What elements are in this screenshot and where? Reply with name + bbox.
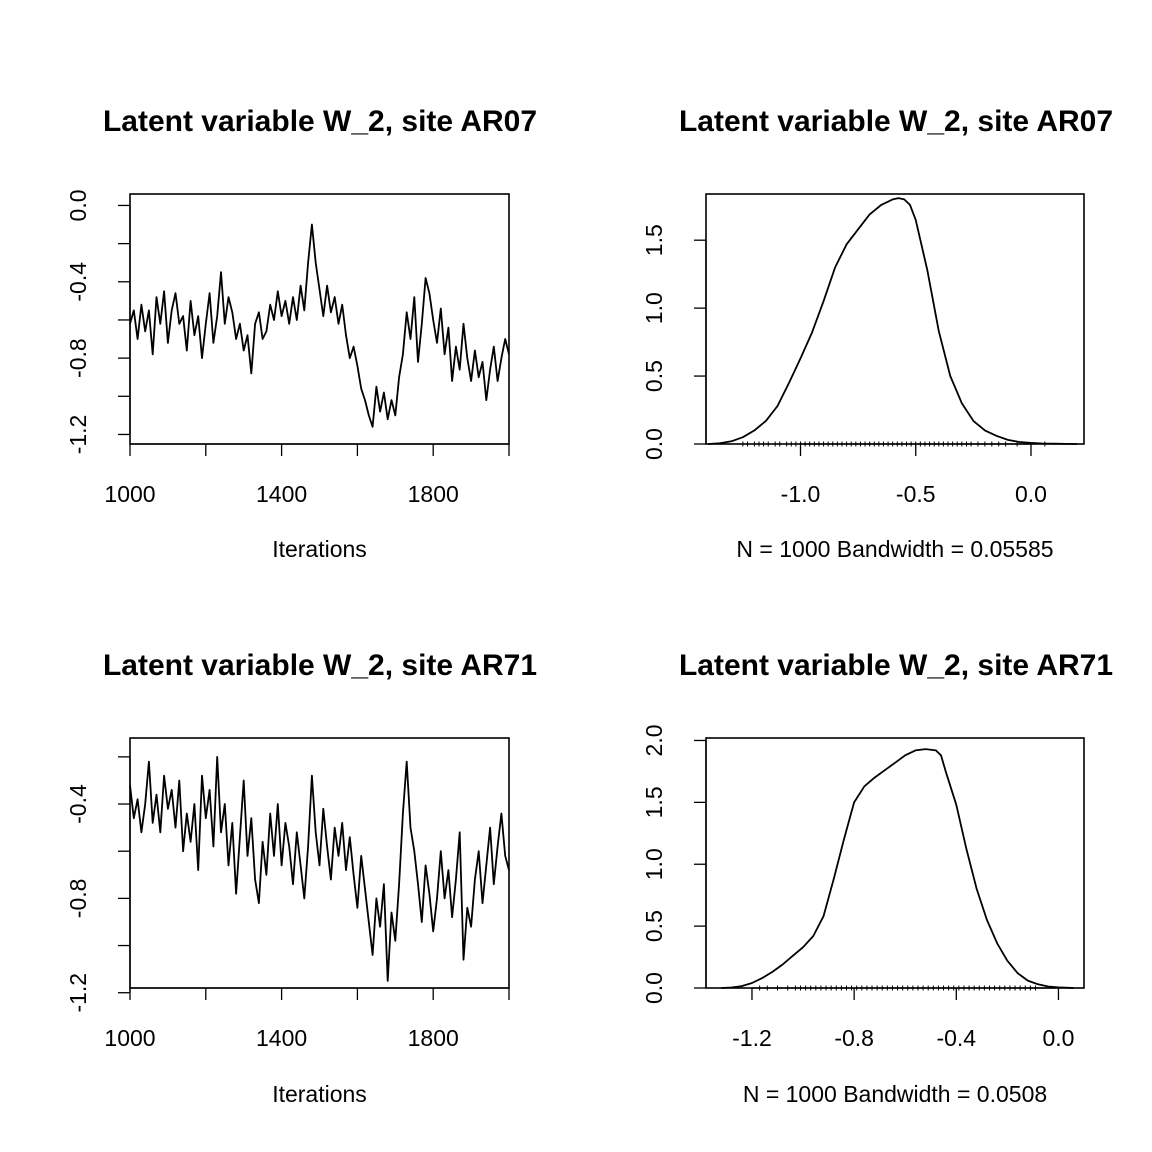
y-tick-label: 1.5 bbox=[641, 224, 667, 256]
y-tick-label: 1.0 bbox=[641, 292, 667, 324]
density-curve bbox=[708, 197, 1078, 445]
y-tick-label: -0.4 bbox=[65, 784, 91, 824]
x-tick-label: -0.5 bbox=[896, 481, 936, 507]
y-tick-label: -0.8 bbox=[65, 338, 91, 378]
y-tick-label: 2.0 bbox=[641, 724, 667, 756]
y-tick-label: -0.4 bbox=[65, 262, 91, 302]
x-tick-label: 1400 bbox=[256, 1025, 307, 1051]
y-tick-label: 1.5 bbox=[641, 786, 667, 818]
x-tick-label: 1000 bbox=[104, 1025, 155, 1051]
y-tick-label: 0.0 bbox=[641, 428, 667, 460]
y-tick-label: 0.0 bbox=[65, 189, 91, 221]
panel-3-trace: Latent variable W_2, site AR71 1000 1400 18… bbox=[65, 649, 537, 1107]
y-tick-label: 0.5 bbox=[641, 360, 667, 392]
density-curve bbox=[721, 748, 1074, 989]
x-tick-label: 0.0 bbox=[1015, 481, 1047, 507]
panel-2-density: Latent variable W_2, site AR07 -1.0 -0.5 0.… bbox=[641, 105, 1113, 562]
panel-1-trace: Latent variable W_2, site AR07 1000 1400 18… bbox=[65, 105, 537, 562]
x-tick-label: 1800 bbox=[408, 1025, 459, 1051]
y-tick-label: -1.2 bbox=[65, 973, 91, 1013]
x-tick-label: 1400 bbox=[256, 481, 307, 507]
x-tick-label: -1.0 bbox=[781, 481, 821, 507]
y-tick-label: 0.5 bbox=[641, 910, 667, 942]
x-axis-label: Iterations bbox=[272, 1081, 367, 1107]
trace-line bbox=[129, 756, 510, 982]
x-axis-label: N = 1000 Bandwidth = 0.05585 bbox=[736, 536, 1053, 562]
x-axis-label: Iterations bbox=[272, 536, 367, 562]
x-tick-label: -1.2 bbox=[732, 1025, 772, 1051]
y-tick-label: -1.2 bbox=[65, 415, 91, 455]
x-tick-label: 1800 bbox=[408, 481, 459, 507]
x-tick-label: -0.8 bbox=[834, 1025, 874, 1051]
panel-title: Latent variable W_2, site AR71 bbox=[103, 649, 537, 682]
y-tick-label: 0.0 bbox=[641, 972, 667, 1004]
panel-title: Latent variable W_2, site AR07 bbox=[103, 105, 537, 138]
trace-line bbox=[129, 223, 510, 428]
x-tick-label: -0.4 bbox=[936, 1025, 976, 1051]
x-tick-label: 1000 bbox=[104, 481, 155, 507]
panel-title: Latent variable W_2, site AR71 bbox=[679, 649, 1113, 682]
x-axis-label: N = 1000 Bandwidth = 0.0508 bbox=[743, 1081, 1047, 1107]
panel-title: Latent variable W_2, site AR07 bbox=[679, 105, 1113, 138]
y-tick-label: 1.0 bbox=[641, 848, 667, 880]
panel-4-density: Latent variable W_2, site AR71 -1.2 -0.8 -0… bbox=[641, 649, 1113, 1107]
x-tick-label: 0.0 bbox=[1042, 1025, 1074, 1051]
y-tick-label: -0.8 bbox=[65, 879, 91, 919]
